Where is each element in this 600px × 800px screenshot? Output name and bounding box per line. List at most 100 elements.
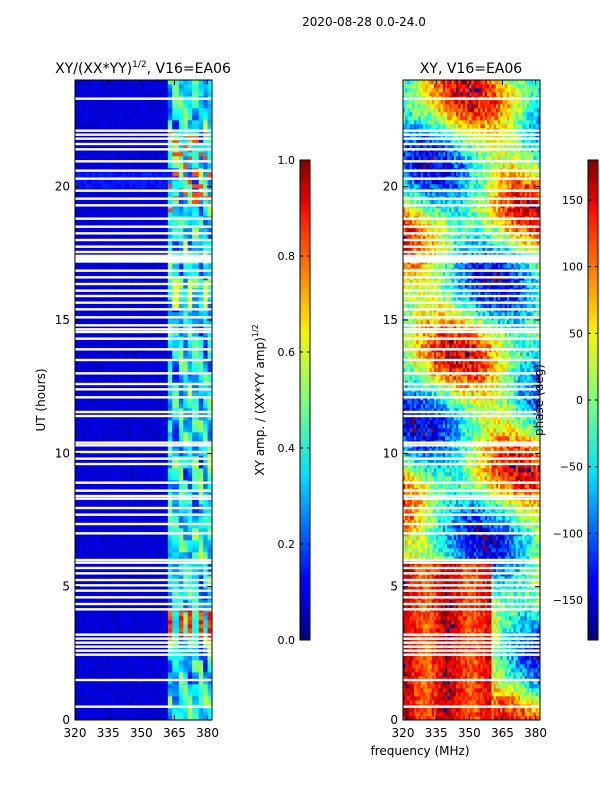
amp-heatmap-cell (112, 676, 116, 681)
amp-heatmap-cell (75, 516, 78, 521)
amp-heatmap-cell (200, 604, 204, 609)
amp-heatmap-cell (147, 700, 151, 705)
amp-heatmap-cell (105, 476, 109, 481)
amp-heatmap-cell (161, 604, 164, 609)
amp-heatmap-cell (189, 408, 193, 413)
amp-heatmap-cell (176, 592, 180, 597)
amp-heatmap-cell (207, 692, 211, 697)
amp-heatmap-cell (132, 464, 135, 469)
amp-heatmap-cell (154, 420, 158, 425)
amp-heatmap-cell (203, 452, 206, 457)
amp-heatmap-cell (183, 664, 186, 669)
amp-heatmap-cell (205, 536, 208, 541)
amp-heatmap-cell (116, 712, 120, 717)
amp-heatmap-cell (125, 540, 129, 545)
amp-heatmap-cell (205, 628, 208, 633)
amp-heatmap-cell (130, 684, 133, 689)
amp-heatmap-cell (156, 516, 160, 521)
amp-heatmap-cell (167, 528, 171, 533)
amp-heatmap-cell (150, 692, 153, 697)
amp-heatmap-cell (92, 536, 96, 541)
amp-heatmap-cell (136, 468, 140, 473)
amp-heatmap-cell (163, 680, 166, 685)
amp-heatmap-cell (130, 552, 133, 557)
amp-heatmap-cell (141, 436, 144, 441)
amp-heatmap-cell (81, 468, 85, 473)
amp-heatmap-cell (150, 680, 153, 685)
amp-heatmap-cell (141, 624, 144, 629)
amp-heatmap-cell (136, 492, 140, 497)
amp-heatmap-cell (154, 692, 158, 697)
amp-heatmap-cell (156, 684, 160, 689)
amp-heatmap-cell (86, 568, 89, 573)
amp-heatmap-cell (75, 416, 78, 421)
amp-heatmap-cell (108, 424, 111, 429)
amp-heatmap-cell (156, 716, 160, 720)
amp-heatmap-cell (90, 604, 93, 609)
amp-heatmap-cell (185, 624, 188, 629)
amp-heatmap-cell (196, 452, 200, 457)
amp-heatmap-cell (139, 700, 142, 705)
amp-heatmap-cell (134, 580, 138, 585)
amp-heatmap-cell (183, 508, 186, 513)
amp-heatmap-cell (176, 528, 180, 533)
amp-heatmap-cell (150, 436, 153, 441)
amp-heatmap-cell (150, 552, 153, 557)
amp-heatmap-cell (185, 688, 188, 693)
amp-heatmap-cell (110, 620, 113, 625)
amp-heatmap-cell (92, 452, 96, 457)
amp-heatmap-cell (90, 612, 93, 617)
amp-heatmap-cell (116, 420, 120, 425)
amp-heatmap-cell (110, 472, 113, 477)
amp-heatmap-cell (209, 516, 212, 521)
amp-heatmap-cell (185, 424, 188, 429)
amp-heatmap-cell (128, 568, 131, 573)
amp-heatmap-cell (189, 672, 193, 677)
amp-heatmap-cell (150, 412, 153, 417)
amp-heatmap-cell (161, 668, 164, 673)
amp-heatmap-cell (94, 460, 98, 465)
amp-heatmap-cell (141, 476, 144, 481)
amp-heatmap-cell (165, 468, 169, 473)
amp-heatmap-cell (88, 540, 91, 545)
amp-heatmap-cell (125, 692, 129, 697)
amp-heatmap-cell (176, 552, 180, 557)
amp-heatmap-cell (154, 500, 158, 505)
amp-heatmap-cell (167, 576, 171, 581)
amp-heatmap-cell (83, 556, 87, 561)
amp-heatmap-cell (183, 680, 186, 685)
amp-heatmap-cell (110, 672, 113, 677)
amp-heatmap-cell (112, 600, 116, 605)
amp-heatmap-cell (116, 424, 120, 429)
amp-heatmap-cell (192, 616, 195, 621)
amp-heatmap-cell (88, 600, 91, 605)
amp-heatmap-cell (187, 540, 191, 545)
amp-heatmap-cell (130, 564, 133, 569)
amp-heatmap-cell (203, 564, 206, 569)
amp-heatmap-cell (205, 624, 208, 629)
amp-heatmap-cell (103, 544, 107, 549)
amp-heatmap-cell (178, 436, 182, 441)
amp-heatmap-cell (183, 412, 186, 417)
amp-heatmap-cell (143, 708, 147, 713)
amp-heatmap-cell (207, 500, 211, 505)
amp-heatmap-cell (141, 404, 144, 409)
amp-heatmap-cell (203, 624, 206, 629)
amp-heatmap-cell (181, 712, 184, 717)
amp-heatmap-cell (178, 688, 182, 693)
amp-heatmap-cell (114, 576, 118, 581)
amp-heatmap-cell (198, 604, 202, 609)
amp-heatmap-cell (130, 580, 133, 585)
amp-heatmap-cell (81, 664, 85, 669)
amp-heatmap-cell (147, 656, 151, 661)
amp-heatmap-cell (165, 624, 169, 629)
amp-heatmap-cell (116, 484, 120, 489)
amp-heatmap-cell (189, 616, 193, 621)
amp-heatmap-cell (165, 680, 169, 685)
amp-heatmap-cell (116, 684, 120, 689)
amp-heatmap-cell (200, 432, 204, 437)
amp-heatmap-cell (167, 508, 171, 513)
amp-heatmap-cell (114, 668, 118, 673)
amp-heatmap-cell (108, 672, 111, 677)
amp-heatmap-cell (172, 616, 175, 621)
